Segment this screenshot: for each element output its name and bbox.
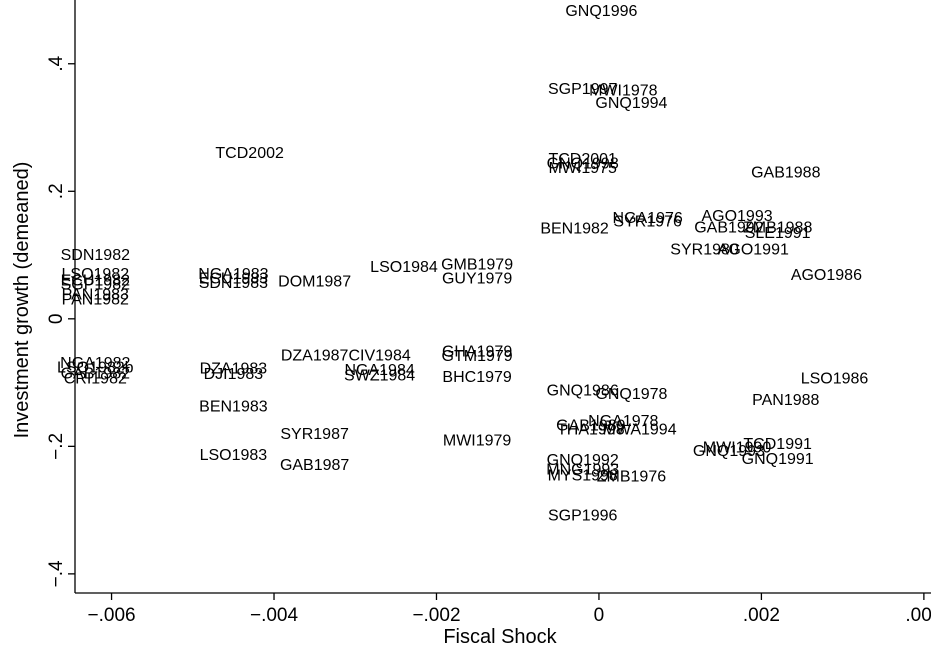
- point-label: MWI1978: [589, 82, 658, 99]
- x-axis-title: Fiscal Shock: [443, 626, 557, 648]
- x-tick-label: .004: [905, 605, 931, 626]
- point-label: AGO1991: [718, 242, 789, 259]
- point-label: GTM1979: [442, 348, 513, 365]
- y-tick-label: −.4: [46, 560, 67, 587]
- x-tick-label: −.006: [88, 605, 136, 626]
- point-label: LSO1984: [370, 259, 438, 276]
- point-label: MWI1975: [548, 160, 617, 177]
- y-axis-ticks: −.4 −.2 0 .2 .4: [46, 55, 75, 587]
- point-label: SGP1982: [61, 277, 130, 294]
- point-label: SGP1997: [548, 81, 617, 98]
- point-label: GUY1979: [442, 270, 512, 287]
- point-label: GHA1979: [442, 344, 512, 361]
- point-label: GAB1987: [280, 457, 349, 474]
- axes: [74, 0, 931, 594]
- point-label: MNG1993: [546, 462, 619, 479]
- point-label: ZMB1976: [597, 469, 666, 486]
- x-tick-label: .002: [743, 605, 780, 626]
- point-label: NGA1983: [198, 266, 268, 283]
- y-tick-label: −.2: [46, 433, 67, 460]
- x-tick-label: 0: [594, 605, 605, 626]
- point-label: SLE1991: [745, 225, 811, 242]
- x-tick-label: −.004: [250, 605, 299, 626]
- point-label: MWA1994: [603, 421, 677, 438]
- point-label: ECU1983: [199, 270, 268, 287]
- x-tick-label: −.002: [412, 605, 460, 626]
- point-label: ECU1982: [61, 272, 130, 289]
- point-label: SDN1982: [61, 247, 130, 264]
- point-label: GNQ1986: [547, 383, 619, 400]
- point-label: NGA1978: [588, 413, 658, 430]
- point-label: SYR1980: [670, 242, 739, 259]
- point-label: ZMB1988: [743, 219, 812, 236]
- point-label: LSO1982: [62, 266, 130, 283]
- point-label: GNQ1978: [595, 386, 667, 403]
- point-label: AGO1993: [701, 208, 772, 225]
- point-label: BHC1979: [442, 369, 511, 386]
- point-label: BEN1982: [540, 221, 609, 238]
- point-label: MWI1979: [443, 432, 512, 449]
- point-label: GNQ1991: [742, 451, 814, 468]
- point-label: NGA1982: [60, 355, 130, 372]
- point-label: THA1998: [557, 421, 625, 438]
- point-label: SDN1983: [199, 275, 268, 292]
- point-label: BEN1983: [199, 399, 268, 416]
- point-label: DZA1987: [281, 348, 349, 365]
- y-tick-label: .2: [46, 183, 67, 199]
- point-label: PAN1982: [62, 291, 129, 308]
- point-label: SWZ1984: [344, 367, 415, 384]
- y-tick-label: .4: [46, 55, 67, 71]
- point-label: GAB1988: [751, 165, 820, 182]
- point-label: CIV1984: [348, 348, 410, 365]
- point-label: GNQ1992: [547, 452, 619, 469]
- y-axis-title: Investment growth (demeaned): [11, 162, 33, 439]
- point-label: GNQ1998: [547, 156, 619, 173]
- point-label: MYS1998: [548, 467, 618, 484]
- x-axis-ticks: −.006 −.004 −.002 0 .002 .004: [88, 593, 931, 626]
- point-label: CRI1982: [64, 370, 127, 387]
- point-label: MWI1990: [703, 439, 772, 456]
- point-label: GNQ1993: [693, 443, 765, 460]
- point-label: PAN1988: [752, 392, 819, 409]
- point-label: GNQ1996: [565, 3, 637, 20]
- point-label: NGA1976: [613, 210, 683, 227]
- point-label: NGA1984: [344, 362, 414, 379]
- point-label: GNQ1994: [595, 95, 667, 112]
- point-label: TCD2002: [215, 145, 284, 162]
- point-label: DJI1983: [204, 366, 264, 383]
- point-label: SGP1996: [548, 508, 617, 525]
- point-label: GAB1989: [556, 418, 625, 435]
- point-label: SYR1976: [613, 214, 682, 231]
- point-label: AGO1986: [791, 267, 862, 284]
- point-label: LSO1982b: [57, 360, 134, 377]
- point-label: GMB1979: [441, 256, 513, 273]
- point-label: SYR1987: [280, 426, 349, 443]
- point-label: PAN1983: [62, 286, 129, 303]
- point-label: LSO1983: [200, 447, 268, 464]
- point-label: LSO1986: [801, 370, 869, 387]
- point-label: GAB1982: [61, 365, 130, 382]
- y-tick-label: 0: [46, 314, 67, 325]
- point-label: GAB1992: [694, 219, 763, 236]
- point-label: TCD2001: [548, 151, 617, 168]
- point-label: DZA1983: [200, 360, 268, 377]
- point-label: DOM1987: [278, 274, 351, 291]
- point-label: TCD1991: [743, 436, 812, 453]
